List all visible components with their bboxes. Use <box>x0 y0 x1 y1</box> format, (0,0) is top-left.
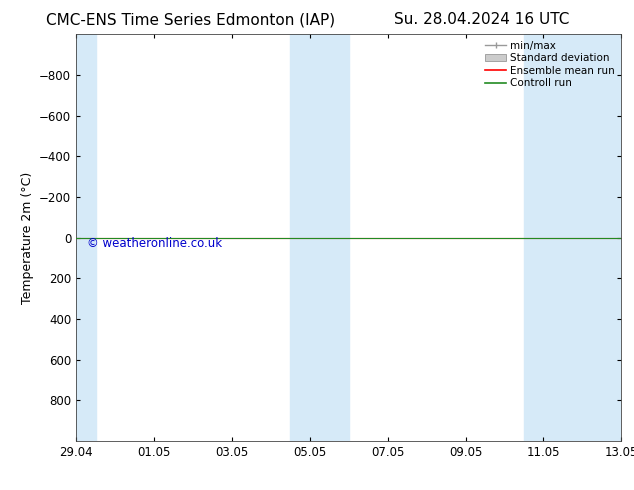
Text: Su. 28.04.2024 16 UTC: Su. 28.04.2024 16 UTC <box>394 12 569 27</box>
Y-axis label: Temperature 2m (°C): Temperature 2m (°C) <box>20 172 34 304</box>
Bar <box>524 34 621 441</box>
Text: CMC-ENS Time Series Edmonton (IAP): CMC-ENS Time Series Edmonton (IAP) <box>46 12 335 27</box>
Legend: min/max, Standard deviation, Ensemble mean run, Controll run: min/max, Standard deviation, Ensemble me… <box>482 37 618 92</box>
Text: © weatheronline.co.uk: © weatheronline.co.uk <box>87 237 222 250</box>
Bar <box>290 34 349 441</box>
Bar <box>76 34 96 441</box>
